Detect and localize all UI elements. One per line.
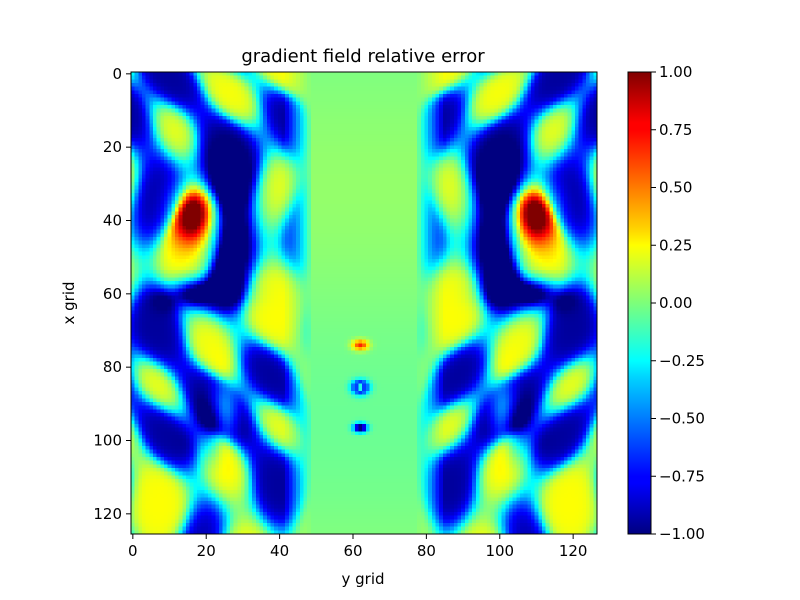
colorbar-tick-label: −0.25 [659,352,705,370]
colorbar-tick-label: 0.25 [659,236,692,254]
colorbar-tick-label: −0.75 [659,467,705,485]
y-tick-label: 80 [103,358,122,376]
y-tick-label: 40 [103,212,122,230]
x-axis-label: y grid [341,570,384,588]
x-axis: 0 20 40 60 80 100 120 [128,534,587,560]
y-axis-label: x grid [60,281,78,324]
colorbar: 1.00 0.75 0.50 0.25 0.00 −0.25 −0.50 −0.75 −1.00 [627,63,705,543]
x-tick-label: 20 [197,542,216,560]
plot-frame [130,71,598,535]
colorbar-tick-label: 0.00 [659,294,692,312]
y-tick-label: 120 [93,505,122,523]
x-tick-label: 100 [485,542,514,560]
x-tick-label: 0 [128,542,138,560]
x-tick-label: 60 [343,542,362,560]
colorbar-tick-label: 0.50 [659,179,692,197]
x-tick-label: 40 [270,542,289,560]
colorbar-tick-label: 0.75 [659,121,692,139]
y-axis: 0 20 40 60 80 100 120 [93,65,131,523]
chart-title: gradient field relative error [241,46,485,67]
y-tick-label: 60 [103,285,122,303]
y-tick-label: 100 [93,432,122,450]
colorbar-gradient [627,71,652,535]
heatmap [131,72,597,534]
x-tick-label: 120 [559,542,588,560]
y-tick-label: 20 [103,138,122,156]
x-tick-label: 80 [417,542,436,560]
y-tick-label: 0 [112,65,122,83]
colorbar-tick-label: 1.00 [659,63,692,81]
colorbar-tick-label: −1.00 [659,525,705,543]
colorbar-tick-label: −0.50 [659,410,705,428]
heatmap-canvas [131,72,597,534]
